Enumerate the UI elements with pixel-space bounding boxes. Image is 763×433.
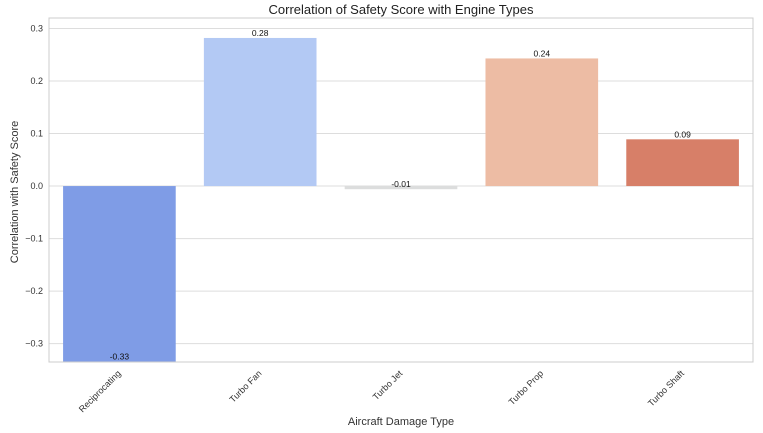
y-tick-label: 0.2 xyxy=(30,76,43,86)
y-axis-title: Correlation with Safety Score xyxy=(9,121,21,263)
y-tick-label: 0.0 xyxy=(30,181,43,191)
bar-reciprocating xyxy=(63,186,176,362)
y-tick-label: 0.1 xyxy=(30,129,43,139)
y-tick-label: 0.3 xyxy=(30,24,43,34)
bar-layer xyxy=(63,37,739,362)
y-tick-label: −0.2 xyxy=(25,286,43,296)
bar-turbo-jet xyxy=(344,186,458,190)
label-layer: -0.33 0.28 -0.01 0.24 0.09 xyxy=(110,28,691,362)
bar-turbo-prop xyxy=(485,58,599,187)
plot-frame xyxy=(48,17,754,363)
y-tick-label: −0.1 xyxy=(25,234,43,244)
data-label: 0.09 xyxy=(674,129,691,139)
y-tick-layer: 0.3 0.2 0.1 0.0 −0.1 −0.2 −0.3 xyxy=(25,24,43,349)
data-label: -0.01 xyxy=(391,179,411,189)
y-tick-label: −0.3 xyxy=(25,339,43,349)
data-label: 0.24 xyxy=(534,48,551,58)
bar-turbo-shaft xyxy=(626,139,739,187)
data-label: 0.28 xyxy=(252,28,269,38)
bar-turbo-fan xyxy=(203,37,317,187)
data-label: -0.33 xyxy=(110,351,130,361)
chart-title: Correlation of Safety Score with Engine … xyxy=(269,2,534,17)
x-axis-title: Aircraft Damage Type xyxy=(348,416,454,428)
